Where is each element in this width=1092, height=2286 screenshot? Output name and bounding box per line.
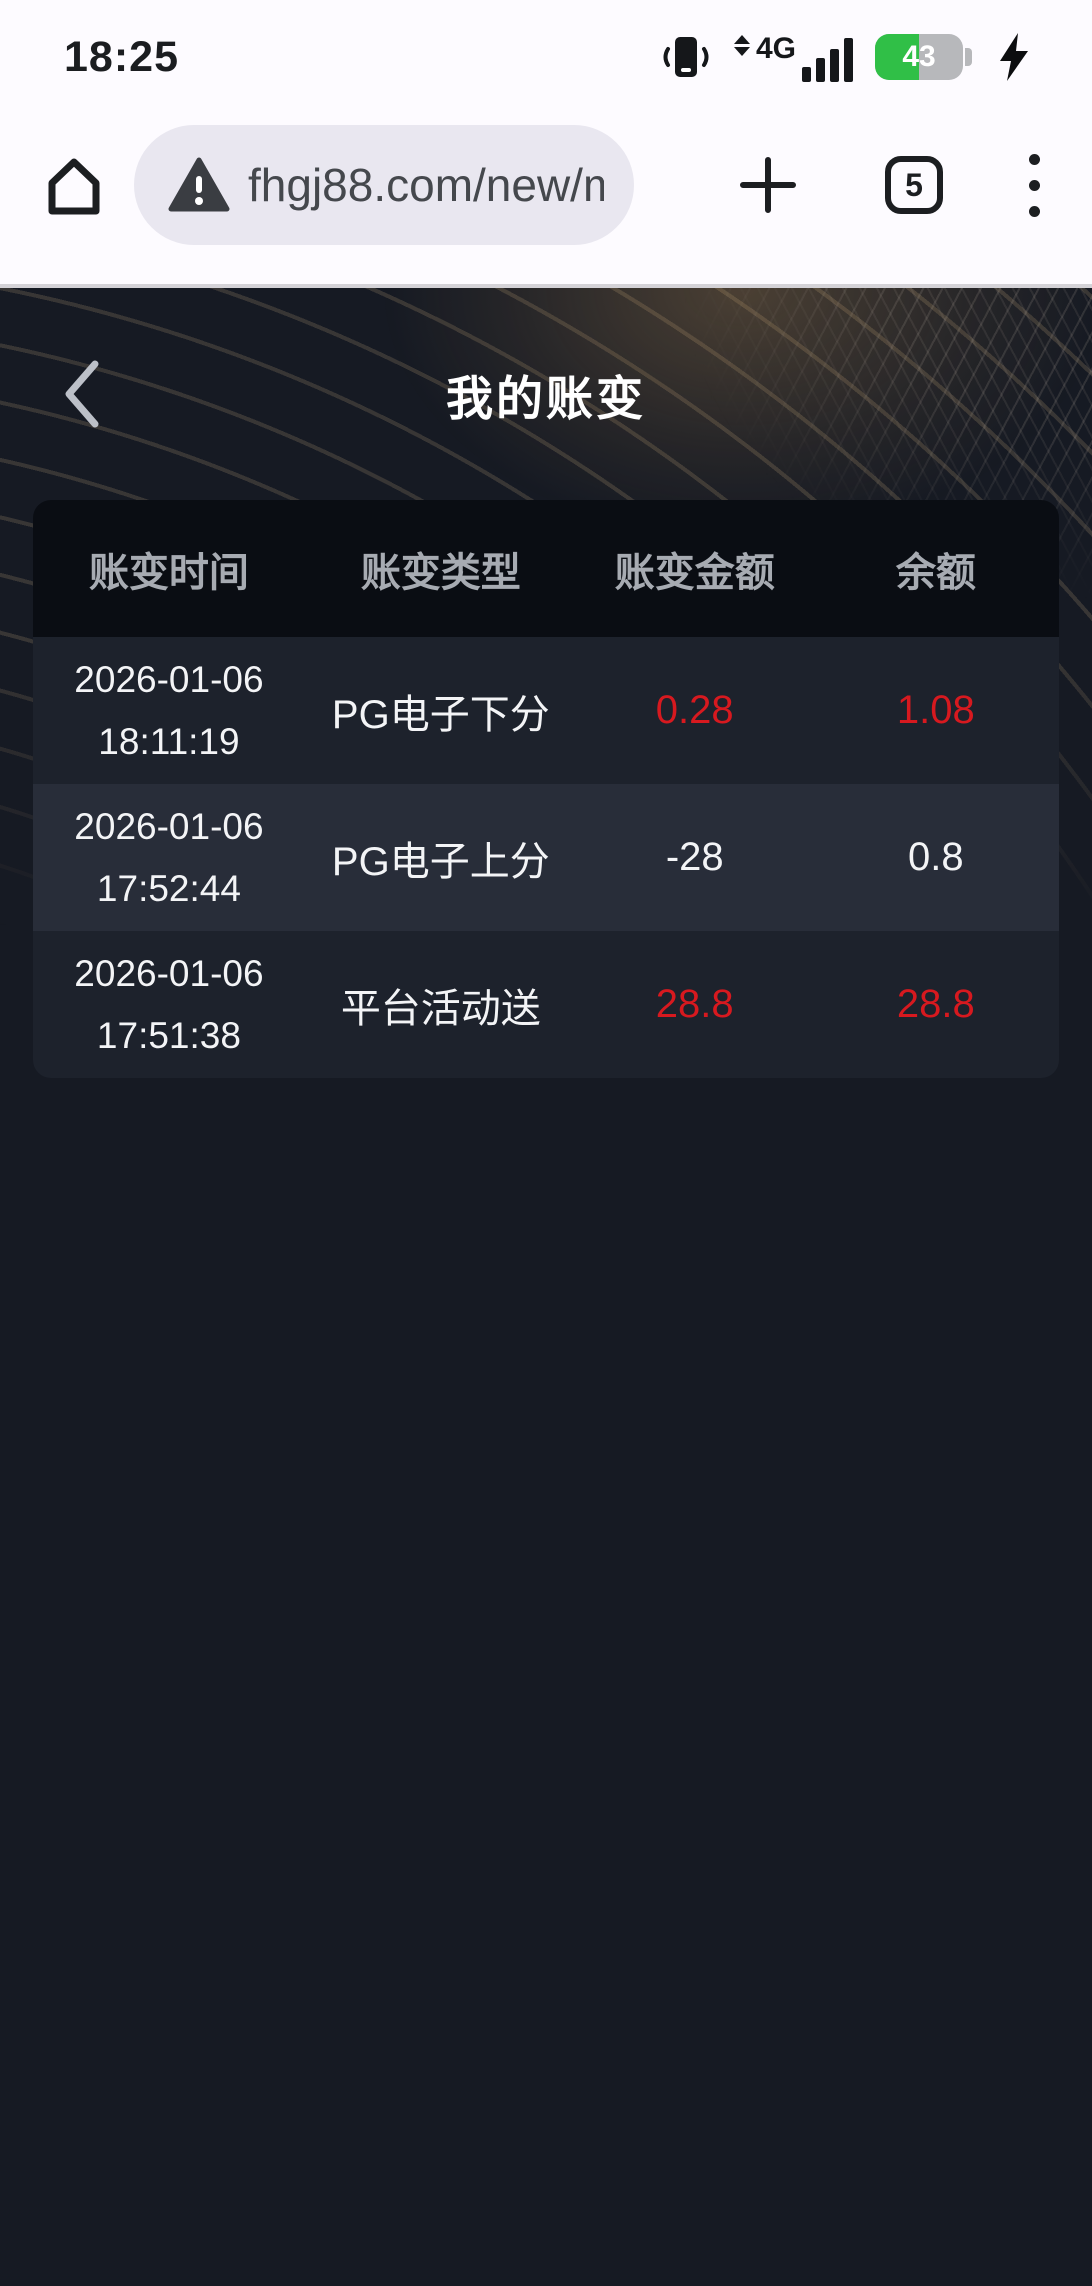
signal-bars-icon	[802, 38, 853, 82]
status-icons: 4G 43	[660, 31, 1034, 83]
cell-time: 18:11:19	[98, 720, 240, 762]
home-icon	[38, 149, 110, 221]
cell-date: 2026-01-06	[74, 952, 264, 994]
vibrate-icon	[660, 31, 712, 83]
tab-count: 5	[905, 166, 923, 203]
status-time: 18:25	[64, 32, 179, 81]
cell-time: 17:51:38	[96, 1014, 241, 1056]
cell-datetime: 2026-01-06 17:51:38	[33, 953, 305, 1057]
url-text: fhgj88.com/new/m	[248, 159, 604, 211]
cell-balance: 28.8	[896, 982, 975, 1026]
cell-type: 平台活动送	[340, 986, 541, 1031]
column-header-time: 账变时间	[88, 550, 249, 595]
home-button[interactable]	[26, 137, 122, 233]
cell-type: PG电子下分	[331, 692, 550, 737]
charging-bolt-icon	[994, 31, 1034, 83]
table-row: 2026-01-06 17:51:38 平台活动送 28.8 28.8	[33, 931, 1059, 1078]
cell-datetime: 2026-01-06 18:11:19	[33, 659, 305, 763]
overflow-menu-icon	[1029, 153, 1040, 217]
back-button[interactable]	[42, 349, 122, 439]
table-header-row: 账变时间 账变类型 账变金额 余额	[33, 500, 1059, 637]
warning-triangle-icon	[168, 157, 230, 213]
browser-toolbar: fhgj88.com/new/m 5	[0, 96, 1092, 288]
cell-date: 2026-01-06	[74, 658, 264, 700]
cell-amount: 0.28	[655, 688, 734, 732]
status-bar: 18:25 4G 43	[0, 0, 1092, 96]
account-changes-table: 账变时间 账变类型 账变金额 余额 2026-01-06 18:11:19 PG…	[33, 500, 1059, 1078]
cell-balance: 1.08	[896, 688, 975, 732]
new-tab-plus-icon	[737, 154, 799, 216]
cell-type: PG电子上分	[331, 839, 550, 884]
overflow-menu-button[interactable]	[1029, 153, 1040, 217]
column-header-type: 账变类型	[360, 550, 521, 595]
battery-fill	[875, 34, 919, 80]
toolbar-actions: 5	[737, 153, 1058, 217]
table-row: 2026-01-06 18:11:19 PG电子下分 0.28 1.08	[33, 637, 1059, 784]
address-bar[interactable]: fhgj88.com/new/m	[134, 125, 634, 245]
network-type-label: 4G	[755, 32, 796, 65]
table-row: 2026-01-06 17:52:44 PG电子上分 -28 0.8	[33, 784, 1059, 931]
tab-switcher-button[interactable]: 5	[885, 156, 943, 214]
column-header-balance: 余额	[895, 550, 976, 595]
cell-date: 2026-01-06	[74, 805, 264, 847]
cell-balance: 0.8	[908, 835, 964, 879]
cell-amount: 28.8	[655, 982, 734, 1026]
network-status: 4G	[733, 32, 853, 82]
battery-icon: 43	[875, 34, 972, 80]
data-arrows-icon	[733, 35, 750, 56]
cell-time: 17:52:44	[96, 867, 241, 909]
webpage-content: 我的账变 账变时间 账变类型 账变金额 余额 2026-01-06 18:11:…	[0, 288, 1092, 2282]
battery-percent: 43	[902, 40, 936, 73]
page-title: 我的账变	[446, 371, 646, 425]
new-tab-button[interactable]	[737, 154, 799, 216]
cell-amount: -28	[665, 835, 724, 879]
column-header-amount: 账变金额	[614, 550, 775, 595]
page-header: 我的账变	[0, 288, 1092, 500]
cell-datetime: 2026-01-06 17:52:44	[33, 806, 305, 910]
chevron-left-icon	[61, 358, 103, 430]
